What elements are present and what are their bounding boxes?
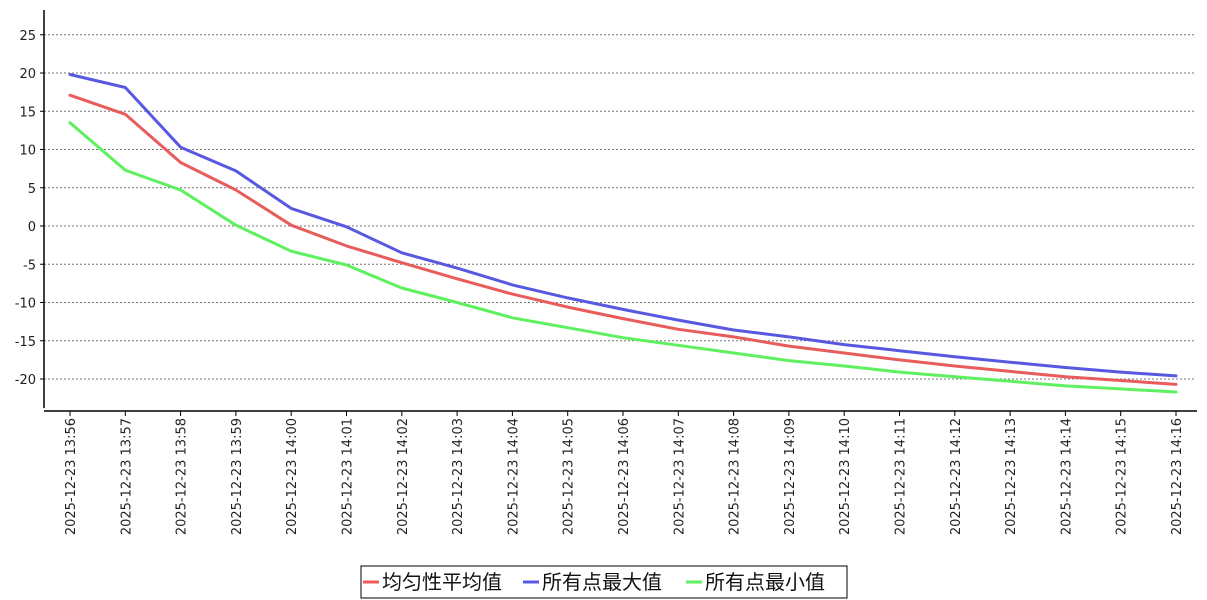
x-tick-label: 2025-12-23 14:05 xyxy=(562,418,577,535)
x-tick-label: 2025-12-23 13:57 xyxy=(119,418,134,535)
series-line-1 xyxy=(68,93,1178,386)
x-tick-label: 2025-12-23 14:00 xyxy=(285,418,300,535)
gridlines xyxy=(44,34,1195,380)
series-line-2 xyxy=(68,73,1178,378)
x-tick-label: 2025-12-23 14:08 xyxy=(728,418,743,535)
legend-label: 所有点最小值 xyxy=(705,570,825,594)
x-tick-label: 2025-12-23 14:04 xyxy=(506,418,521,535)
y-tick-label: 10 xyxy=(19,144,36,159)
series-lines xyxy=(68,73,1178,394)
y-tick-label: 15 xyxy=(19,105,36,120)
x-tick-label: 2025-12-23 14:03 xyxy=(451,418,466,535)
y-tick-label: 25 xyxy=(19,29,36,44)
series-line-3 xyxy=(68,121,1178,394)
x-tick-label: 2025-12-23 14:07 xyxy=(672,418,687,535)
x-tick-label: 2025-12-23 14:10 xyxy=(838,418,853,535)
x-tick-label: 2025-12-23 13:58 xyxy=(175,418,190,535)
x-tick-label: 2025-12-23 14:11 xyxy=(894,418,909,535)
y-tick-label: -15 xyxy=(15,335,36,350)
legend-label: 均匀性平均值 xyxy=(382,570,502,594)
legend-label: 所有点最大值 xyxy=(542,570,662,594)
x-tick-label: 2025-12-23 14:13 xyxy=(1004,418,1019,535)
x-tick-label: 2025-12-23 14:12 xyxy=(949,418,964,535)
x-tick-label: 2025-12-23 14:01 xyxy=(341,418,356,535)
x-tick-label: 2025-12-23 13:56 xyxy=(64,418,79,535)
y-tick-label: 0 xyxy=(28,220,36,235)
x-tick-label: 2025-12-23 14:14 xyxy=(1059,418,1074,535)
x-tick-label: 2025-12-23 14:06 xyxy=(617,418,632,535)
y-tick-label: -20 xyxy=(15,373,36,388)
x-tick-label: 2025-12-23 14:09 xyxy=(783,418,798,535)
x-tick-label: 2025-12-23 14:02 xyxy=(396,418,411,535)
legend: 均匀性平均值 所有点最大值 所有点最小值 xyxy=(360,565,848,599)
x-axis-ticks: 2025-12-23 13:56 2025-12-23 13:57 2025-12-… xyxy=(64,411,1185,535)
y-tick-label: 5 xyxy=(28,182,36,197)
y-tick-label: -5 xyxy=(23,258,36,273)
y-tick-label: -10 xyxy=(15,297,36,312)
legend-box xyxy=(360,565,848,599)
x-tick-label: 2025-12-23 13:59 xyxy=(230,418,245,535)
x-tick-label: 2025-12-23 14:15 xyxy=(1115,418,1130,535)
x-tick-label: 2025-12-23 14:16 xyxy=(1170,418,1185,535)
y-tick-label: 20 xyxy=(19,67,36,82)
y-axis-ticks: 25 20 15 10 5 0 -5 -10 -15 -20 xyxy=(15,29,44,388)
